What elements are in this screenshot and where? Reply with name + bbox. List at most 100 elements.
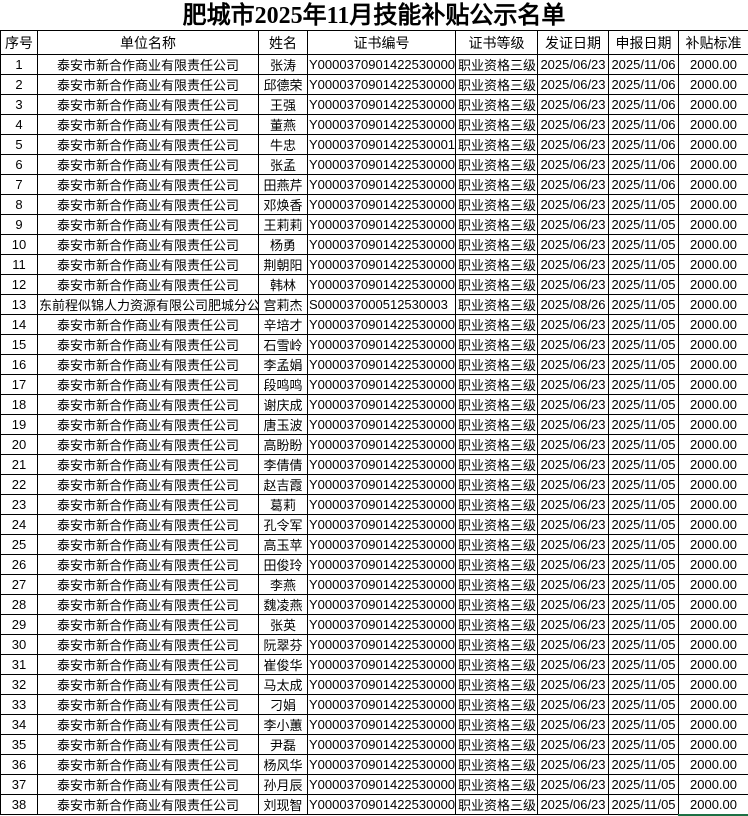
cell-name[interactable]: 田俊玲 (259, 555, 308, 575)
cell-apply_date[interactable]: 2025/11/06 (609, 135, 679, 155)
cell-cert_no[interactable]: Y0000370901422530000 (308, 75, 456, 95)
cell-apply_date[interactable]: 2025/11/05 (609, 615, 679, 635)
cell-subsidy[interactable]: 2000.00 (679, 675, 748, 695)
cell-name[interactable]: 马太成 (259, 675, 308, 695)
cell-company[interactable]: 泰安市新合作商业有限责任公司 (38, 155, 259, 175)
cell-name[interactable]: 孙月辰 (259, 775, 308, 795)
cell-cert_no[interactable]: Y0000370901422530001 (308, 135, 456, 155)
cell-cert_no[interactable]: Y0000370901422530000 (308, 555, 456, 575)
cell-name[interactable]: 张涛 (259, 55, 308, 75)
cell-company[interactable]: 泰安市新合作商业有限责任公司 (38, 75, 259, 95)
cell-cert_level[interactable]: 职业资格三级 (456, 715, 538, 735)
cell-apply_date[interactable]: 2025/11/05 (609, 315, 679, 335)
cell-cert_no[interactable]: Y0000370901422530000 (308, 315, 456, 335)
cell-company[interactable]: 泰安市新合作商业有限责任公司 (38, 315, 259, 335)
cell-no[interactable]: 37 (1, 775, 38, 795)
cell-cert_level[interactable]: 职业资格三级 (456, 515, 538, 535)
cell-issue_date[interactable]: 2025/06/23 (538, 495, 609, 515)
cell-company[interactable]: 泰安市新合作商业有限责任公司 (38, 535, 259, 555)
cell-cert_level[interactable]: 职业资格三级 (456, 595, 538, 615)
cell-name[interactable]: 张孟 (259, 155, 308, 175)
cell-company[interactable]: 泰安市新合作商业有限责任公司 (38, 495, 259, 515)
cell-cert_no[interactable]: Y0000370901422530000 (308, 735, 456, 755)
cell-no[interactable]: 27 (1, 575, 38, 595)
cell-company[interactable]: 泰安市新合作商业有限责任公司 (38, 415, 259, 435)
cell-apply_date[interactable]: 2025/11/05 (609, 715, 679, 735)
cell-no[interactable]: 10 (1, 235, 38, 255)
cell-subsidy[interactable]: 2000.00 (679, 215, 748, 235)
cell-cert_no[interactable]: Y0000370901422530000 (308, 575, 456, 595)
cell-company[interactable]: 泰安市新合作商业有限责任公司 (38, 435, 259, 455)
cell-name[interactable]: 田燕芹 (259, 175, 308, 195)
cell-apply_date[interactable]: 2025/11/05 (609, 295, 679, 315)
cell-name[interactable]: 孔令军 (259, 515, 308, 535)
cell-apply_date[interactable]: 2025/11/06 (609, 95, 679, 115)
cell-apply_date[interactable]: 2025/11/06 (609, 115, 679, 135)
cell-issue_date[interactable]: 2025/06/23 (538, 75, 609, 95)
cell-issue_date[interactable]: 2025/06/23 (538, 475, 609, 495)
cell-apply_date[interactable]: 2025/11/05 (609, 255, 679, 275)
cell-name[interactable]: 荆朝阳 (259, 255, 308, 275)
cell-issue_date[interactable]: 2025/06/23 (538, 635, 609, 655)
cell-cert_level[interactable]: 职业资格三级 (456, 215, 538, 235)
cell-subsidy[interactable]: 2000.00 (679, 695, 748, 715)
cell-apply_date[interactable]: 2025/11/05 (609, 455, 679, 475)
cell-cert_level[interactable]: 职业资格三级 (456, 55, 538, 75)
cell-subsidy[interactable]: 2000.00 (679, 355, 748, 375)
cell-name[interactable]: 刁娟 (259, 695, 308, 715)
cell-issue_date[interactable]: 2025/06/23 (538, 695, 609, 715)
cell-cert_no[interactable]: Y0000370901422530000 (308, 415, 456, 435)
cell-cert_no[interactable]: Y0000370901422530000 (308, 655, 456, 675)
cell-no[interactable]: 32 (1, 675, 38, 695)
cell-cert_no[interactable]: Y0000370901422530000 (308, 215, 456, 235)
cell-no[interactable]: 24 (1, 515, 38, 535)
cell-no[interactable]: 34 (1, 715, 38, 735)
cell-apply_date[interactable]: 2025/11/05 (609, 675, 679, 695)
cell-apply_date[interactable]: 2025/11/06 (609, 155, 679, 175)
cell-no[interactable]: 38 (1, 795, 38, 815)
cell-no[interactable]: 1 (1, 55, 38, 75)
cell-issue_date[interactable]: 2025/06/23 (538, 535, 609, 555)
cell-no[interactable]: 13 (1, 295, 38, 315)
cell-apply_date[interactable]: 2025/11/05 (609, 575, 679, 595)
cell-subsidy[interactable]: 2000.00 (679, 275, 748, 295)
cell-name[interactable]: 辛培才 (259, 315, 308, 335)
cell-subsidy[interactable]: 2000.00 (679, 95, 748, 115)
cell-cert_no[interactable]: Y0000370901422530000 (308, 355, 456, 375)
cell-cert_level[interactable]: 职业资格三级 (456, 255, 538, 275)
cell-apply_date[interactable]: 2025/11/06 (609, 75, 679, 95)
cell-name[interactable]: 阮翠芬 (259, 635, 308, 655)
cell-no[interactable]: 4 (1, 115, 38, 135)
cell-company[interactable]: 泰安市新合作商业有限责任公司 (38, 635, 259, 655)
cell-no[interactable]: 31 (1, 655, 38, 675)
cell-issue_date[interactable]: 2025/06/23 (538, 95, 609, 115)
cell-cert_no[interactable]: Y0000370901422530000 (308, 695, 456, 715)
cell-no[interactable]: 21 (1, 455, 38, 475)
cell-subsidy[interactable]: 2000.00 (679, 535, 748, 555)
cell-apply_date[interactable]: 2025/11/05 (609, 235, 679, 255)
cell-cert_level[interactable]: 职业资格三级 (456, 575, 538, 595)
cell-no[interactable]: 26 (1, 555, 38, 575)
cell-cert_no[interactable]: Y0000370901422530000 (308, 495, 456, 515)
cell-no[interactable]: 28 (1, 595, 38, 615)
cell-name[interactable]: 董燕 (259, 115, 308, 135)
cell-issue_date[interactable]: 2025/06/23 (538, 715, 609, 735)
cell-name[interactable]: 王强 (259, 95, 308, 115)
cell-issue_date[interactable]: 2025/06/23 (538, 735, 609, 755)
cell-no[interactable]: 30 (1, 635, 38, 655)
cell-name[interactable]: 李小蕙 (259, 715, 308, 735)
cell-apply_date[interactable]: 2025/11/05 (609, 795, 679, 815)
cell-cert_no[interactable]: Y0000370901422530000 (308, 155, 456, 175)
cell-apply_date[interactable]: 2025/11/05 (609, 215, 679, 235)
cell-subsidy[interactable]: 2000.00 (679, 395, 748, 415)
cell-company[interactable]: 泰安市新合作商业有限责任公司 (38, 655, 259, 675)
cell-subsidy[interactable]: 2000.00 (679, 475, 748, 495)
cell-issue_date[interactable]: 2025/06/23 (538, 275, 609, 295)
cell-name[interactable]: 刘现智 (259, 795, 308, 815)
cell-issue_date[interactable]: 2025/06/23 (538, 235, 609, 255)
cell-subsidy[interactable]: 2000.00 (679, 115, 748, 135)
cell-cert_level[interactable]: 职业资格三级 (456, 115, 538, 135)
cell-subsidy[interactable]: 2000.00 (679, 55, 748, 75)
cell-no[interactable]: 8 (1, 195, 38, 215)
cell-issue_date[interactable]: 2025/06/23 (538, 615, 609, 635)
